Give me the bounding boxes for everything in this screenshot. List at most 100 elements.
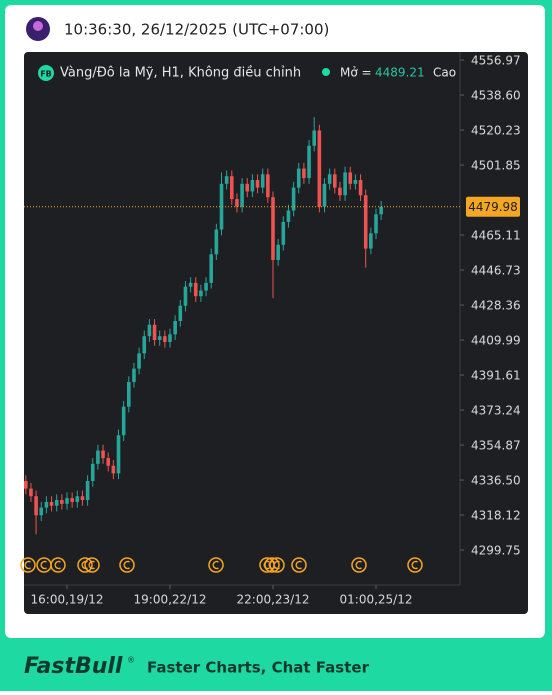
candle-body bbox=[173, 320, 177, 335]
candle-body bbox=[157, 336, 162, 341]
avatar-figure bbox=[33, 21, 43, 31]
event-icon bbox=[50, 557, 66, 573]
event-icon bbox=[269, 557, 285, 573]
candle-body bbox=[29, 488, 33, 497]
candle-body bbox=[312, 130, 316, 146]
y-tick-label: 4446.73 bbox=[471, 264, 521, 278]
x-tick-label: 19:00,22/12 bbox=[134, 593, 207, 607]
y-tick-label: 4428.36 bbox=[471, 299, 521, 313]
event-glyph bbox=[212, 560, 219, 570]
candle-body bbox=[322, 183, 327, 207]
candle-body bbox=[75, 496, 80, 502]
candle-body bbox=[286, 210, 291, 222]
candle-body bbox=[49, 501, 54, 506]
candle-body bbox=[142, 336, 147, 354]
y-tick-label: 4520.23 bbox=[471, 124, 521, 138]
event-glyph bbox=[295, 560, 302, 570]
event-glyph bbox=[355, 560, 362, 570]
candle-body bbox=[230, 176, 234, 200]
event-glyph bbox=[24, 560, 31, 570]
y-tick-label: 4501.85 bbox=[471, 159, 521, 173]
candle-body bbox=[152, 324, 157, 341]
y-tick-label: 4336.50 bbox=[471, 474, 521, 488]
y-tick-label: 4373.24 bbox=[471, 404, 521, 418]
y-tick-label: 4354.87 bbox=[471, 439, 521, 453]
y-tick-label: 4538.60 bbox=[471, 89, 521, 103]
y-tick-label: 4409.99 bbox=[471, 334, 521, 348]
event-glyph bbox=[40, 560, 47, 570]
open-label: Mở = bbox=[340, 66, 372, 80]
candle-body bbox=[163, 336, 167, 342]
event-icon bbox=[84, 557, 100, 573]
candle-body bbox=[121, 406, 126, 436]
candle-body bbox=[116, 435, 121, 474]
event-glyph bbox=[411, 560, 418, 570]
candle-body bbox=[245, 183, 250, 192]
y-tick-label: 4299.75 bbox=[471, 544, 521, 558]
badge-circle bbox=[38, 65, 54, 81]
candle-body bbox=[374, 214, 378, 234]
chart-panel bbox=[24, 52, 528, 614]
registered: ® bbox=[127, 656, 135, 665]
candle-body bbox=[379, 206, 383, 215]
candle-body bbox=[363, 195, 368, 249]
candle-body bbox=[44, 501, 49, 508]
y-tick-label: 4465.11 bbox=[471, 229, 521, 243]
candle-body bbox=[235, 199, 239, 207]
brand: FastBull bbox=[24, 654, 123, 679]
x-tick-label: 01:00,25/12 bbox=[340, 593, 413, 607]
candle-body bbox=[111, 465, 116, 474]
event-icon bbox=[291, 557, 307, 573]
candle-body bbox=[204, 282, 208, 291]
candle-body bbox=[333, 174, 337, 188]
event-icon bbox=[264, 557, 280, 573]
badge: FB bbox=[40, 70, 52, 79]
candle-body bbox=[291, 187, 296, 211]
tagline: Faster Charts, Chat Faster bbox=[147, 659, 370, 677]
candle-body bbox=[54, 500, 59, 506]
candle-body bbox=[178, 305, 183, 321]
x-tick-label: 16:00,19/12 bbox=[31, 593, 104, 607]
candle-body bbox=[250, 180, 255, 192]
candle-body bbox=[168, 334, 172, 342]
event-icon bbox=[351, 557, 367, 573]
candle-body bbox=[348, 172, 353, 184]
candle-body bbox=[65, 498, 69, 504]
candle-body bbox=[276, 244, 280, 261]
event-icon bbox=[20, 557, 36, 573]
candle-body bbox=[307, 145, 311, 179]
high-label: Cao bbox=[433, 66, 456, 80]
candle-body bbox=[369, 233, 373, 249]
y-tick-label: 4556.97 bbox=[471, 54, 521, 68]
candle-body bbox=[132, 368, 136, 382]
candle-body bbox=[317, 130, 322, 207]
event-glyph bbox=[123, 560, 130, 570]
y-tick-label: 4318.12 bbox=[471, 509, 521, 523]
candle-body bbox=[85, 480, 90, 501]
candle-body bbox=[224, 176, 229, 184]
candle-body bbox=[127, 381, 131, 407]
event-glyph bbox=[88, 560, 95, 570]
candle-body bbox=[302, 168, 306, 179]
candle-body bbox=[240, 183, 244, 207]
open-value: 4489.21 bbox=[375, 66, 425, 80]
candle-body bbox=[90, 463, 95, 481]
candle-body bbox=[281, 221, 286, 245]
candle-body bbox=[39, 507, 44, 516]
candle-body bbox=[106, 458, 110, 466]
price-box bbox=[466, 196, 520, 217]
x-tick-label: 22:00,23/12 bbox=[237, 593, 310, 607]
legend-dot bbox=[322, 68, 330, 76]
event-glyph bbox=[263, 560, 270, 570]
event-glyph bbox=[54, 560, 61, 570]
candle-body bbox=[209, 254, 213, 283]
candle-body bbox=[271, 197, 275, 261]
candle-body bbox=[70, 498, 74, 502]
candle-body bbox=[101, 450, 105, 459]
candle-body bbox=[24, 480, 28, 489]
candle-body bbox=[96, 450, 100, 464]
event-glyph bbox=[268, 560, 275, 570]
candle-body bbox=[183, 286, 188, 306]
